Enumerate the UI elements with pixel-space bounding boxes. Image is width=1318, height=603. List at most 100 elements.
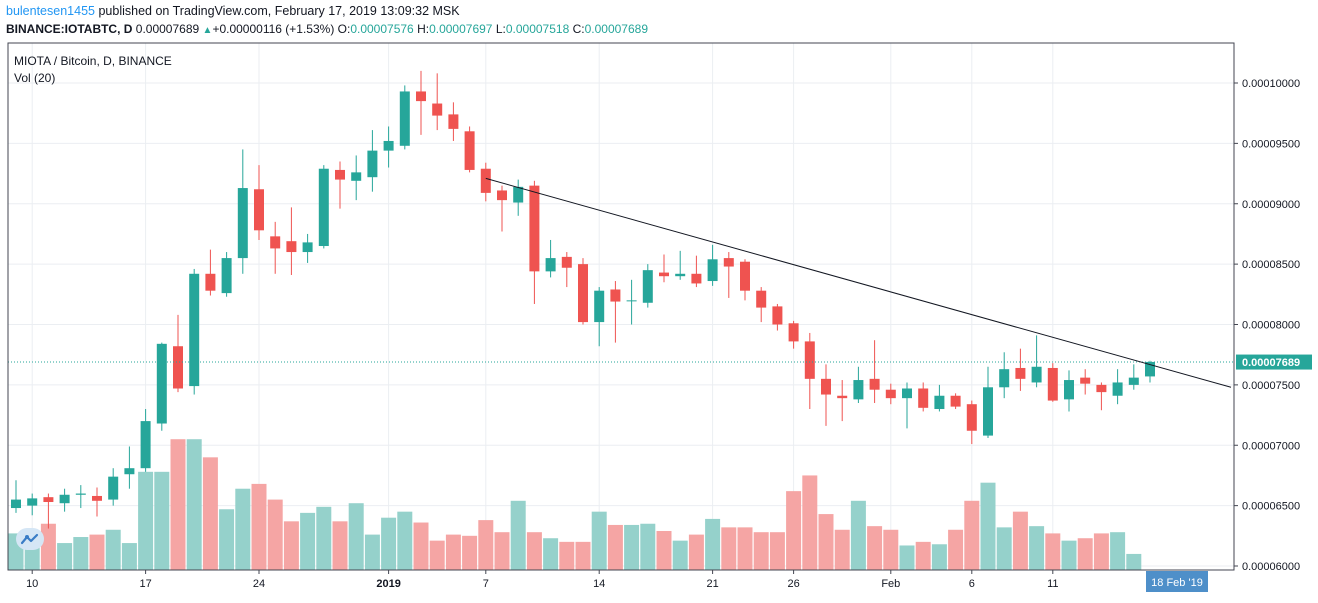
candle [675,250,686,280]
candle [966,400,977,445]
volume-bar [1126,553,1142,570]
candle [351,155,362,201]
candle [723,252,734,298]
candle-body [1064,380,1074,400]
candle [642,264,653,308]
volume-legend[interactable]: Vol (20) [14,71,56,85]
volume-bars [8,439,1142,570]
candle [707,244,718,286]
candle-body [675,273,686,277]
trendline[interactable] [485,177,1232,388]
time-axis[interactable]: 10 17 24 2019 7 14 21 26 Feb 6 11 [26,570,1059,590]
candle [59,488,70,512]
time-tick-label: 21 [706,578,718,590]
candle-body [302,242,313,253]
candle [173,314,183,393]
candle [918,382,929,412]
candle [594,287,605,347]
candle [254,165,264,240]
chart-legend-title[interactable]: MIOTA / Bitcoin, D, BINANCE [14,54,172,68]
candle [1047,363,1058,402]
volume-bar [769,532,785,570]
volume-bar [57,543,73,570]
candle-body [92,495,102,501]
price-tick-label: 0.00006000 [1242,561,1300,573]
low-label: L: [495,22,506,36]
volume-bar [1029,526,1045,570]
candle-body [561,256,572,268]
volume-bar [202,457,218,570]
candle [1015,348,1026,391]
volume-bar [170,439,186,570]
volume-bar [931,544,947,570]
volume-bar [413,522,429,570]
candle-body [448,114,459,129]
candle-body [1015,367,1026,379]
volume-bar [381,517,397,570]
candle [108,468,119,506]
candle-body [529,185,540,272]
volume-bar [235,488,251,570]
volume-bar [591,511,607,570]
time-tick-label: 10 [26,578,38,590]
volume-bar [883,529,899,570]
candle-body [594,290,605,323]
candle [383,126,394,168]
tradingview-logo-icon[interactable] [16,528,44,550]
candle [756,287,767,323]
candle-body [918,388,929,408]
current-price-label: 0.00007689 [1236,354,1312,370]
candle [27,493,38,516]
volume-bar [640,523,656,570]
volume-bar [964,500,980,570]
price-tick-label: 0.00007000 [1242,440,1300,452]
volume-bar [73,537,89,570]
candle-body [11,499,21,509]
price-change: +0.00000116 (+1.53%) [212,22,335,36]
volume-bar [510,500,526,570]
candle [302,233,313,263]
volume-bar [721,527,737,570]
volume-bar [89,534,105,570]
time-tick-label: 26 [787,578,799,590]
volume-bar [980,482,996,570]
volume-bar [1061,540,1077,570]
publish-text: published on TradingView.com, February 1… [98,4,460,18]
volume-bar [559,541,575,570]
candle-body [432,103,443,116]
volume-bar [1045,533,1061,570]
volume-bar [1093,533,1109,570]
time-tick-label: 24 [253,578,265,590]
volume-bar [737,527,753,570]
candle-body [1031,366,1042,383]
volume-bar [429,540,445,570]
price-axis[interactable]: 0.00010000 0.00009500 0.00009000 0.00008500… [1234,78,1300,573]
candle-body [1096,384,1107,393]
price-tick-label: 0.00010000 [1242,78,1300,90]
volume-bar [154,471,170,570]
candle-body [1145,361,1155,377]
volume-bar [802,475,818,570]
candle-body [59,494,70,504]
candle-body [513,186,524,203]
candle [464,126,475,173]
volume-bar [283,521,299,570]
volume-bar [348,503,364,570]
volume-bar [121,543,137,570]
date-badge-text: 18 Feb '19 [1151,577,1203,589]
candle-body [821,378,831,395]
author-link[interactable]: bulentesen1455 [6,4,95,18]
candle [1096,382,1107,411]
volume-bar [267,499,283,570]
candle-body [335,169,345,180]
candle-body [351,172,362,181]
price-candles [11,70,1155,529]
candle [885,383,896,405]
volume-bar [364,534,380,570]
candle [448,102,459,141]
price-tick-label: 0.00006500 [1242,501,1300,513]
open-value: 0.00007576 [350,22,414,36]
candle [1080,369,1091,395]
candle [983,366,993,439]
